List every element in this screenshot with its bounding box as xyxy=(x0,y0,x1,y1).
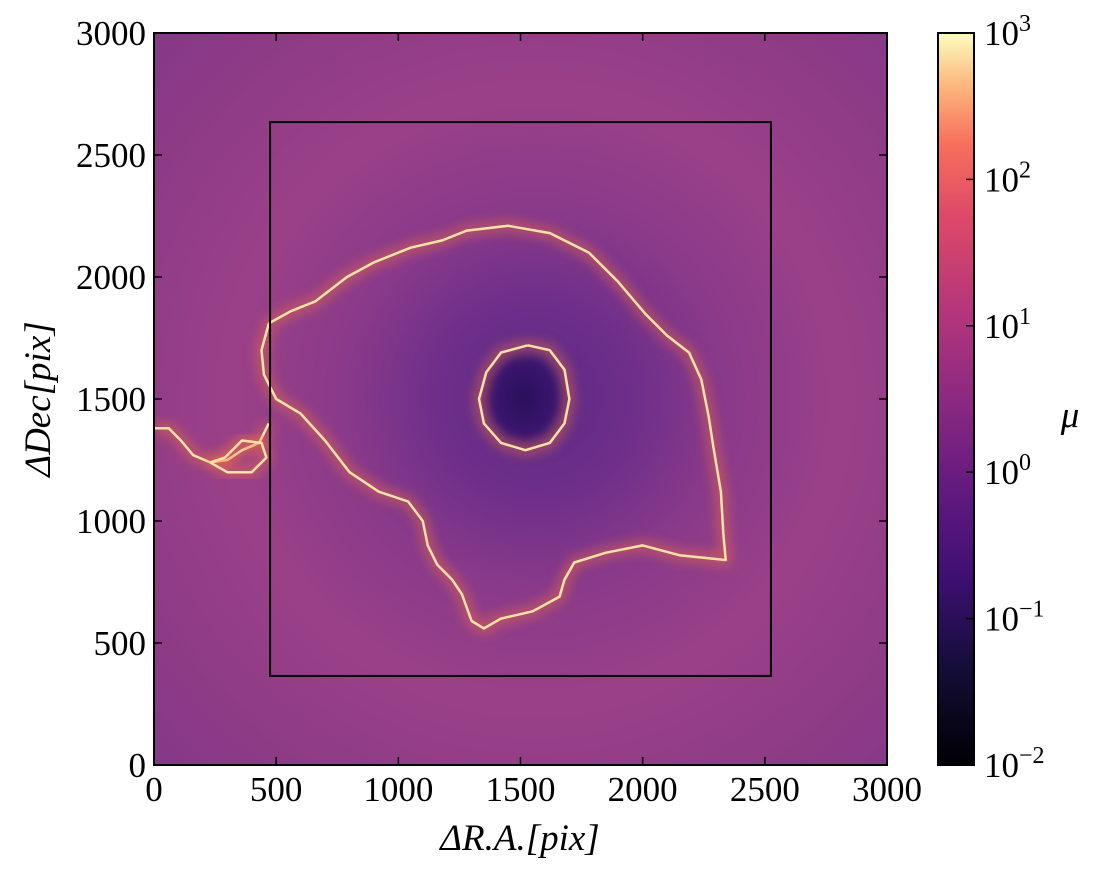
y-axis: 0 500 1000 1500 2000 2500 3000 xyxy=(76,14,887,785)
y-axis-label: ΔDec[pix] xyxy=(18,321,59,478)
y-tick-label: 500 xyxy=(94,624,147,663)
heatmap-image xyxy=(154,33,887,765)
colorbar-axis: 10−2 10−1 100 101 102 103 xyxy=(966,11,1045,785)
y-tick-label: 2000 xyxy=(76,258,146,297)
colorbar-label: μ xyxy=(1060,395,1080,436)
x-tick-label: 0 xyxy=(145,770,163,809)
x-tick-label: 1500 xyxy=(486,770,556,809)
colorbar-tick-label: 103 xyxy=(984,11,1031,53)
colorbar-tick-label: 101 xyxy=(984,304,1031,346)
y-tick-label: 1500 xyxy=(76,380,146,419)
colorbar xyxy=(937,32,975,766)
colorbar-tick-label: 100 xyxy=(984,450,1031,492)
x-axis-label: ΔR.A.[pix] xyxy=(438,818,599,859)
colorbar-tick-label: 102 xyxy=(984,157,1031,199)
y-tick-label: 0 xyxy=(129,746,147,785)
x-tick-label: 500 xyxy=(250,770,303,809)
colorbar-tick-label: 10−2 xyxy=(984,743,1045,785)
y-tick-label: 1000 xyxy=(76,502,146,541)
colorbar-tick-label: 10−1 xyxy=(984,597,1045,639)
x-tick-label: 3000 xyxy=(852,770,922,809)
critical-curve-outer xyxy=(260,224,727,630)
x-tick-label: 2000 xyxy=(608,770,678,809)
x-tick-label: 1000 xyxy=(363,770,433,809)
x-axis: 0 500 1000 1500 2000 2500 3000 xyxy=(145,33,922,809)
y-tick-label: 3000 xyxy=(76,14,146,53)
region-rectangle xyxy=(269,121,772,677)
demagnified-core xyxy=(478,345,570,451)
x-tick-label: 2500 xyxy=(730,770,800,809)
critical-curve-inner xyxy=(477,344,571,452)
y-tick-label: 2500 xyxy=(76,136,146,175)
critical-curve-left-lobe xyxy=(209,439,268,474)
